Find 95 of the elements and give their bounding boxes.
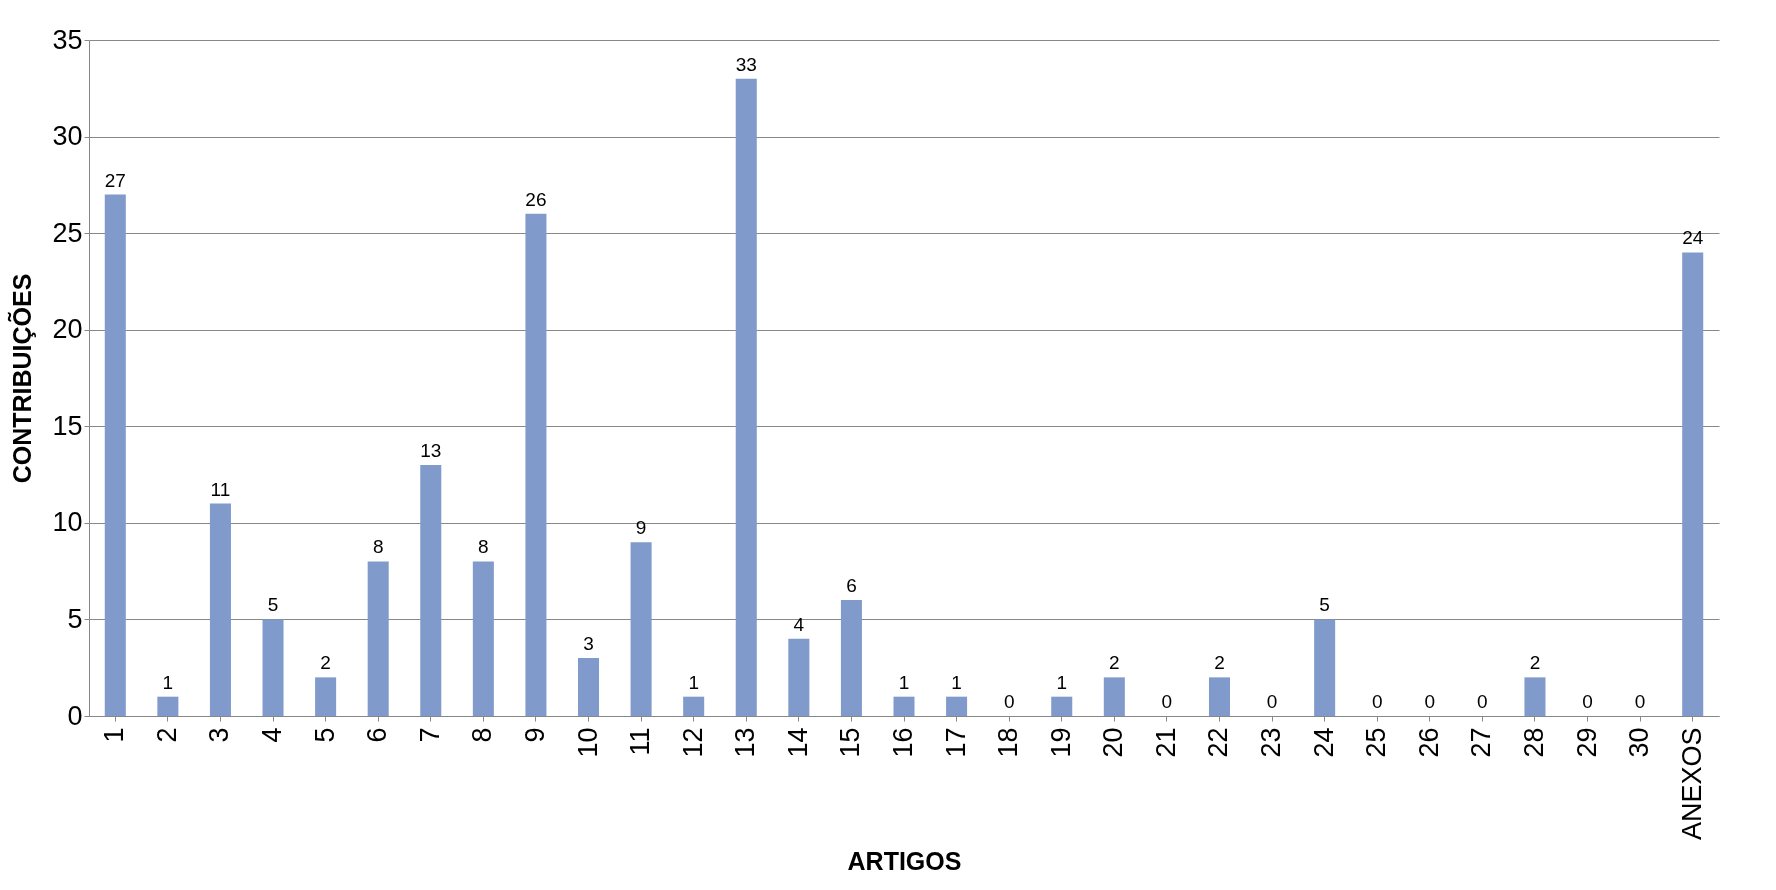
x-tick-label: 28 bbox=[1518, 727, 1549, 758]
bar bbox=[893, 696, 915, 716]
bar bbox=[630, 542, 652, 716]
x-tick-label: 14 bbox=[782, 727, 813, 758]
bar bbox=[683, 696, 705, 716]
bar bbox=[157, 696, 179, 716]
y-tick-label: 35 bbox=[52, 24, 83, 55]
data-label: 33 bbox=[735, 53, 757, 75]
x-tick-label: 1 bbox=[99, 727, 130, 743]
data-label: 5 bbox=[267, 594, 279, 616]
bar bbox=[525, 213, 547, 716]
x-tick-label: 20 bbox=[1098, 727, 1129, 758]
data-label: 9 bbox=[635, 517, 647, 539]
x-tick-label: 4 bbox=[257, 727, 288, 743]
bar bbox=[578, 658, 600, 716]
data-label: 0 bbox=[1003, 691, 1015, 712]
data-label: 1 bbox=[898, 671, 910, 693]
x-tick-label: 11 bbox=[625, 727, 656, 756]
y-tick-label: 5 bbox=[67, 603, 83, 634]
x-tick-label: 16 bbox=[888, 727, 918, 758]
x-tick-label: 19 bbox=[1045, 727, 1076, 758]
x-tick-label: 23 bbox=[1256, 727, 1287, 758]
x-tick-label: ANEXOS bbox=[1676, 727, 1707, 841]
bar bbox=[420, 464, 442, 716]
data-label: 8 bbox=[372, 536, 384, 558]
data-label: 5 bbox=[1319, 594, 1330, 616]
data-label: 11 bbox=[210, 478, 231, 500]
x-tick-label: 6 bbox=[362, 727, 393, 743]
x-tick-label: 13 bbox=[730, 727, 761, 758]
bar bbox=[1314, 619, 1336, 716]
data-label: 0 bbox=[1477, 691, 1488, 712]
data-label: 26 bbox=[525, 188, 547, 210]
bar bbox=[788, 638, 810, 716]
data-label: 2 bbox=[320, 652, 331, 674]
bar bbox=[1103, 677, 1125, 716]
x-tick-label: 15 bbox=[835, 727, 866, 758]
x-tick-label: 24 bbox=[1308, 727, 1339, 758]
bar bbox=[315, 677, 337, 716]
bar bbox=[735, 78, 757, 716]
data-label: 6 bbox=[846, 575, 857, 597]
data-label: 1 bbox=[1056, 671, 1068, 693]
bar bbox=[262, 619, 284, 716]
x-tick-label: 8 bbox=[467, 727, 498, 743]
x-tick-label: 2 bbox=[151, 727, 182, 743]
x-tick-label: 27 bbox=[1466, 727, 1497, 758]
data-label: 0 bbox=[1161, 691, 1173, 712]
x-tick-label: 21 bbox=[1150, 727, 1181, 758]
x-tick-label: 25 bbox=[1361, 727, 1392, 758]
x-tick-label: 9 bbox=[519, 727, 550, 743]
data-label: 2 bbox=[1214, 652, 1225, 674]
y-tick-label: 20 bbox=[52, 314, 83, 345]
data-label: 2 bbox=[1109, 652, 1120, 674]
y-tick-label: 30 bbox=[52, 121, 83, 152]
data-label: 0 bbox=[1582, 691, 1593, 712]
bar bbox=[1051, 696, 1073, 716]
x-tick-label: 5 bbox=[309, 727, 340, 743]
x-tick-label: 7 bbox=[414, 727, 445, 743]
bar bbox=[946, 696, 968, 716]
bar bbox=[472, 561, 494, 716]
x-tick-label: 26 bbox=[1413, 727, 1444, 758]
x-tick-label: 10 bbox=[572, 727, 603, 758]
bar bbox=[104, 194, 126, 716]
y-tick-label: 15 bbox=[52, 410, 83, 441]
x-tick-label: 18 bbox=[993, 727, 1024, 758]
y-tick-label: 10 bbox=[52, 507, 83, 538]
data-label: 1 bbox=[688, 671, 699, 693]
bar bbox=[367, 561, 389, 716]
data-label: 0 bbox=[1424, 691, 1436, 712]
data-label: 2 bbox=[1529, 652, 1541, 674]
y-axis-title: CONTRIBUIÇÕES bbox=[7, 273, 37, 484]
data-label: 24 bbox=[1682, 227, 1704, 249]
y-tick-label: 25 bbox=[52, 217, 83, 248]
x-tick-label: 29 bbox=[1571, 727, 1602, 758]
data-label: 1 bbox=[162, 671, 174, 693]
bar bbox=[1682, 252, 1704, 716]
x-tick-label: 3 bbox=[204, 727, 235, 743]
y-tick-label: 0 bbox=[67, 700, 83, 731]
x-tick-label: 22 bbox=[1203, 727, 1234, 758]
bar bbox=[1208, 677, 1230, 716]
data-label: 13 bbox=[420, 439, 442, 461]
x-tick-label: 17 bbox=[940, 727, 971, 758]
bar bbox=[209, 503, 231, 716]
x-tick-label: 12 bbox=[677, 727, 708, 758]
data-label: 3 bbox=[583, 633, 594, 655]
data-label: 1 bbox=[951, 671, 962, 693]
x-axis-title: ARTIGOS bbox=[847, 847, 962, 876]
data-label: 0 bbox=[1371, 691, 1383, 712]
bar bbox=[840, 600, 862, 716]
data-label: 27 bbox=[104, 169, 126, 191]
x-tick-label: 30 bbox=[1624, 727, 1655, 758]
data-label: 0 bbox=[1266, 691, 1278, 712]
data-label: 0 bbox=[1634, 691, 1646, 712]
data-label: 4 bbox=[793, 613, 805, 635]
data-label: 8 bbox=[478, 536, 489, 558]
bar bbox=[1524, 677, 1546, 716]
